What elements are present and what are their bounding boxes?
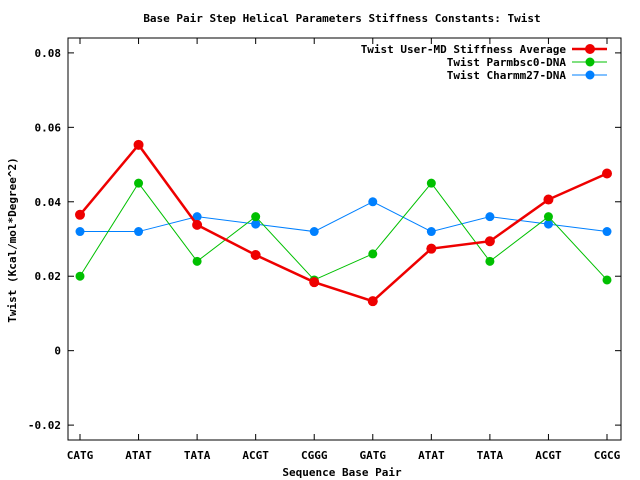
data-point [134,178,144,188]
data-point [251,212,261,222]
data-point [192,219,203,230]
x-tick-label: TATA [184,449,211,462]
data-point [602,227,612,237]
legend-swatch-marker [585,44,595,54]
data-point [251,219,261,229]
data-point [367,296,378,307]
series-line [79,182,608,281]
data-point [368,249,378,259]
chart-title: Base Pair Step Helical Parameters Stiffn… [143,12,540,25]
data-point [192,256,202,266]
y-tick-label: 0.02 [35,270,62,283]
data-point [134,227,144,237]
data-point [602,168,612,179]
data-point [192,212,202,222]
legend-label: Twist Charmm27-DNA [447,69,567,82]
data-point [543,212,553,222]
data-point [133,139,144,150]
x-tick-label: CGGG [301,449,328,462]
data-point [485,212,495,222]
x-axis: CATG ATAT TATA ACGT CGGG GATG ATAT TATA ACGT CGCG [67,38,621,462]
y-axis-label: Twist (Kcal/mol*Degree^2) [6,157,19,323]
data-point [602,275,612,285]
data-point [543,219,553,229]
x-tick-label: GATG [360,449,387,462]
data-point [484,236,495,247]
x-tick-label: ACGT [242,449,269,462]
data-point [543,194,554,205]
data-point [75,227,85,237]
series-1 [75,139,612,307]
legend-label: Twist Parmbsc0-DNA [447,56,567,69]
series-2 [75,178,612,285]
data-point [368,197,378,207]
data-point [309,277,320,288]
y-tick-label: 0 [54,345,61,358]
legend-swatch-marker [585,57,595,67]
x-tick-label: CATG [67,449,94,462]
legend-swatch-marker [585,70,595,80]
series-layer [75,139,612,307]
series-line [79,142,608,303]
plot-frame [67,37,622,441]
y-axis: -0.02 0 0.02 0.04 0.06 0.08 [28,47,621,432]
y-tick-label: 0.06 [35,121,62,134]
x-tick-label: CGCG [594,449,621,462]
data-point [426,243,437,254]
x-tick-label: ATAT [418,449,445,462]
data-point [426,227,436,237]
y-tick-label: 0.04 [35,196,62,209]
x-tick-label: TATA [477,449,504,462]
x-axis-label: Sequence Base Pair [282,466,402,479]
data-point [485,256,495,266]
data-point [309,227,319,237]
data-point [426,178,436,188]
x-tick-label: ATAT [125,449,152,462]
data-point [75,209,85,220]
legend-label: Twist User-MD Stiffness Average [361,43,567,56]
data-point [250,250,261,261]
y-tick-label: -0.02 [28,419,61,432]
series-line [80,201,608,233]
data-point [75,271,85,281]
x-tick-label: ACGT [535,449,562,462]
y-tick-label: 0.08 [35,47,62,60]
